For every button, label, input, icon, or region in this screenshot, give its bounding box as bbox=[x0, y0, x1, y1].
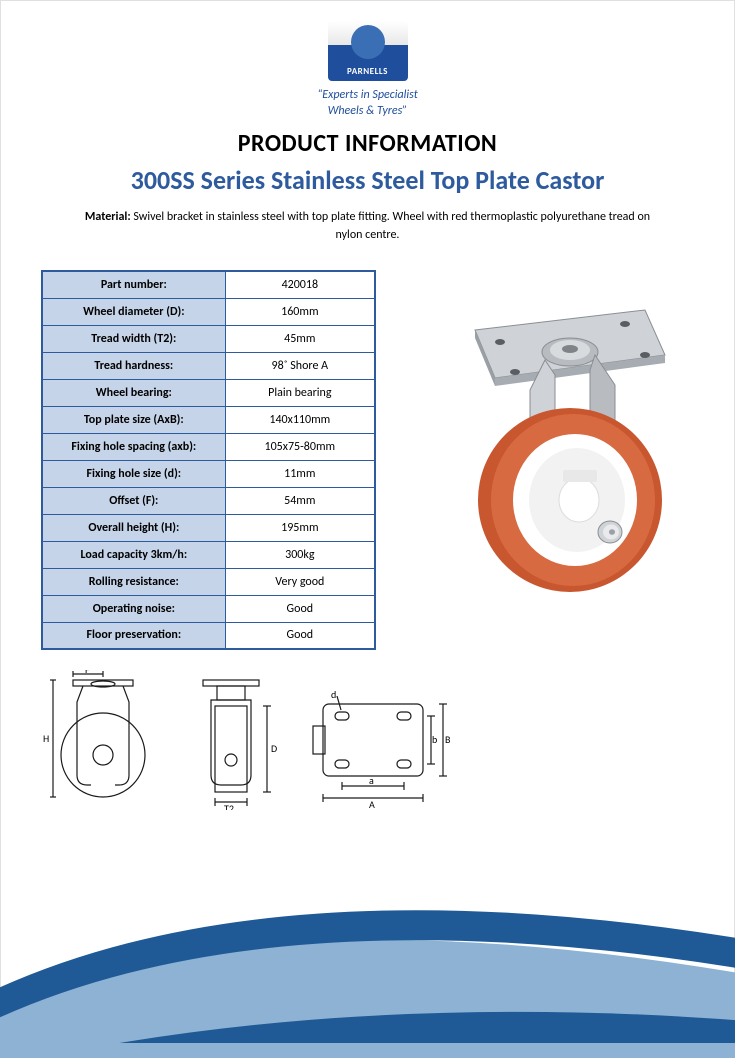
spec-label: Fixing hole size (d): bbox=[42, 460, 225, 487]
product-image bbox=[396, 270, 694, 610]
diagram-label-F: F bbox=[85, 670, 90, 676]
technical-diagrams: F H T2 D bbox=[41, 670, 694, 810]
swoosh-inner bbox=[0, 838, 735, 1058]
diagram-label-B: B bbox=[445, 733, 451, 746]
diagram-label-a: a bbox=[369, 774, 374, 787]
diagram-label-b: b bbox=[432, 733, 437, 746]
spec-row: Fixing hole spacing (axb):105x75-80mm bbox=[42, 433, 375, 460]
spec-row: Part number:420018 bbox=[42, 271, 375, 298]
spec-label: Offset (F): bbox=[42, 487, 225, 514]
diagram-front: F H bbox=[41, 670, 161, 810]
spec-value: 300kg bbox=[225, 541, 375, 568]
spec-label: Tread width (T2): bbox=[42, 325, 225, 352]
diagram-label-D: D bbox=[271, 742, 277, 755]
spec-row: Fixing hole size (d):11mm bbox=[42, 460, 375, 487]
spec-value: 45mm bbox=[225, 325, 375, 352]
brand-name: PARNELLS bbox=[328, 66, 408, 77]
material-label: Material: bbox=[85, 210, 131, 224]
brand-logo: PARNELLS bbox=[328, 21, 408, 81]
content-row: Part number:420018Wheel diameter (D):160… bbox=[41, 270, 694, 650]
diagram-label-T2: T2 bbox=[224, 802, 234, 810]
spec-label: Rolling resistance: bbox=[42, 568, 225, 595]
spec-value: 420018 bbox=[225, 271, 375, 298]
spec-value: Very good bbox=[225, 568, 375, 595]
spec-value: Good bbox=[225, 622, 375, 649]
top-plate bbox=[475, 310, 665, 386]
spec-label: Overall height (H): bbox=[42, 514, 225, 541]
spec-row: Wheel diameter (D):160mm bbox=[42, 298, 375, 325]
material-text: Swivel bracket in stainless steel with t… bbox=[131, 210, 650, 242]
diagram-side: T2 D bbox=[181, 670, 281, 810]
castor-render bbox=[415, 300, 675, 610]
spec-label: Fixing hole spacing (axb): bbox=[42, 433, 225, 460]
product-sheet: PARNELLS “Experts in Specialist Wheels &… bbox=[0, 0, 735, 1024]
spec-row: Wheel bearing:Plain bearing bbox=[42, 379, 375, 406]
spec-row: Floor preservation:Good bbox=[42, 622, 375, 649]
spec-label: Top plate size (AxB): bbox=[42, 406, 225, 433]
spec-label: Load capacity 3km/h: bbox=[42, 541, 225, 568]
spec-label: Tread hardness: bbox=[42, 352, 225, 379]
page-heading: PRODUCT INFORMATION bbox=[41, 129, 694, 158]
spec-value: 54mm bbox=[225, 487, 375, 514]
spec-label: Wheel bearing: bbox=[42, 379, 225, 406]
spec-row: Rolling resistance:Very good bbox=[42, 568, 375, 595]
spec-row: Load capacity 3km/h:300kg bbox=[42, 541, 375, 568]
brand-tagline: “Experts in Specialist Wheels & Tyres” bbox=[41, 88, 694, 119]
spec-row: Offset (F):54mm bbox=[42, 487, 375, 514]
spec-value: 11mm bbox=[225, 460, 375, 487]
spec-value: 160mm bbox=[225, 298, 375, 325]
spec-label: Part number: bbox=[42, 271, 225, 298]
tagline-line-1: “Experts in Specialist bbox=[317, 88, 417, 102]
spec-value: Plain bearing bbox=[225, 379, 375, 406]
axle-bolt bbox=[598, 521, 622, 543]
spec-value: 98˚ Shore A bbox=[225, 352, 375, 379]
spec-row: Top plate size (AxB):140x110mm bbox=[42, 406, 375, 433]
spec-table: Part number:420018Wheel diameter (D):160… bbox=[41, 270, 376, 650]
swoosh-outer bbox=[0, 823, 735, 1043]
diagram-label-H: H bbox=[43, 732, 49, 745]
material-description: Material: Swivel bracket in stainless st… bbox=[41, 208, 694, 244]
spec-row: Tread hardness:98˚ Shore A bbox=[42, 352, 375, 379]
diagram-label-A: A bbox=[369, 798, 375, 810]
diagram-plate: d a A b B bbox=[301, 690, 451, 810]
spec-value: 140x110mm bbox=[225, 406, 375, 433]
product-title: 300SS Series Stainless Steel Top Plate C… bbox=[41, 164, 694, 196]
spec-row: Tread width (T2):45mm bbox=[42, 325, 375, 352]
brand-header: PARNELLS “Experts in Specialist Wheels &… bbox=[41, 21, 694, 119]
diagram-label-d: d bbox=[331, 690, 336, 701]
spec-label: Floor preservation: bbox=[42, 622, 225, 649]
spec-label: Wheel diameter (D): bbox=[42, 298, 225, 325]
spec-row: Overall height (H):195mm bbox=[42, 514, 375, 541]
wheel bbox=[478, 408, 662, 592]
spec-value: 195mm bbox=[225, 514, 375, 541]
logo-mark bbox=[351, 25, 385, 59]
spec-value: 105x75-80mm bbox=[225, 433, 375, 460]
spec-row: Operating noise:Good bbox=[42, 595, 375, 622]
spec-value: Good bbox=[225, 595, 375, 622]
spec-label: Operating noise: bbox=[42, 595, 225, 622]
tagline-line-2: Wheels & Tyres” bbox=[328, 104, 408, 118]
